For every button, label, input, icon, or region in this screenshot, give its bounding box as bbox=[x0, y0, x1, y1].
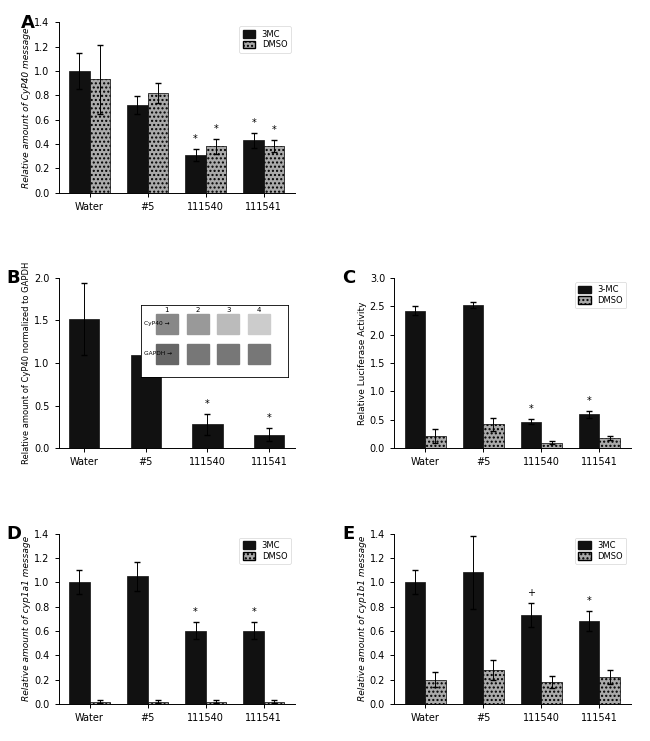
Text: C: C bbox=[342, 270, 356, 288]
Text: D: D bbox=[6, 525, 21, 543]
Bar bbox=[127, 576, 148, 704]
Bar bbox=[205, 702, 226, 704]
Text: *: * bbox=[252, 118, 256, 128]
Bar bbox=[521, 422, 541, 448]
Bar bbox=[70, 71, 90, 193]
Bar bbox=[244, 140, 264, 193]
Bar bbox=[131, 355, 161, 448]
Bar bbox=[205, 147, 226, 193]
Text: *: * bbox=[587, 396, 592, 406]
Bar bbox=[185, 631, 205, 704]
Bar bbox=[484, 425, 504, 448]
Bar bbox=[264, 702, 284, 704]
Text: +: + bbox=[527, 588, 535, 598]
Bar bbox=[579, 621, 599, 704]
Bar bbox=[425, 436, 445, 448]
Y-axis label: Relative Luciferase Activity: Relative Luciferase Activity bbox=[358, 302, 367, 425]
Text: *: * bbox=[205, 399, 210, 409]
Bar bbox=[70, 319, 99, 448]
Text: *: * bbox=[213, 124, 218, 134]
Bar bbox=[425, 679, 445, 704]
Text: *: * bbox=[587, 597, 592, 606]
Text: *: * bbox=[266, 413, 272, 422]
Bar bbox=[599, 438, 619, 448]
Bar bbox=[90, 702, 110, 704]
Bar bbox=[541, 682, 562, 704]
Bar bbox=[463, 573, 484, 704]
Text: E: E bbox=[342, 525, 354, 543]
Bar bbox=[185, 155, 205, 193]
Text: *: * bbox=[252, 608, 256, 617]
Legend: 3MC, DMSO: 3MC, DMSO bbox=[239, 27, 291, 53]
Y-axis label: Relative amount of cyp1b1 message: Relative amount of cyp1b1 message bbox=[358, 536, 367, 702]
Bar bbox=[254, 435, 284, 448]
Bar bbox=[579, 414, 599, 448]
Text: B: B bbox=[6, 270, 20, 288]
Bar bbox=[405, 310, 425, 448]
Bar bbox=[521, 615, 541, 704]
Bar bbox=[148, 702, 168, 704]
Bar bbox=[70, 582, 90, 704]
Bar bbox=[244, 631, 264, 704]
Bar bbox=[541, 442, 562, 448]
Text: *: * bbox=[193, 133, 198, 144]
Text: *: * bbox=[272, 125, 276, 135]
Text: *: * bbox=[529, 404, 534, 413]
Bar bbox=[599, 677, 619, 704]
Bar bbox=[264, 147, 284, 193]
Y-axis label: Relative amount of cyp1a1 message: Relative amount of cyp1a1 message bbox=[22, 536, 31, 701]
Legend: 3MC, DMSO: 3MC, DMSO bbox=[239, 538, 291, 564]
Legend: 3MC, DMSO: 3MC, DMSO bbox=[575, 538, 627, 564]
Bar bbox=[90, 79, 110, 193]
Bar bbox=[484, 670, 504, 704]
Text: A: A bbox=[21, 13, 34, 32]
Bar bbox=[148, 93, 168, 193]
Y-axis label: Relative amount of CyP40 message: Relative amount of CyP40 message bbox=[22, 27, 31, 187]
Legend: 3-MC, DMSO: 3-MC, DMSO bbox=[575, 282, 627, 308]
Bar bbox=[463, 305, 484, 448]
Bar bbox=[192, 425, 222, 448]
Text: *: * bbox=[193, 608, 198, 617]
Y-axis label: Relative amount of CyP40 normalized to GAPDH: Relative amount of CyP40 normalized to G… bbox=[22, 262, 31, 465]
Bar bbox=[127, 105, 148, 193]
Bar bbox=[405, 582, 425, 704]
